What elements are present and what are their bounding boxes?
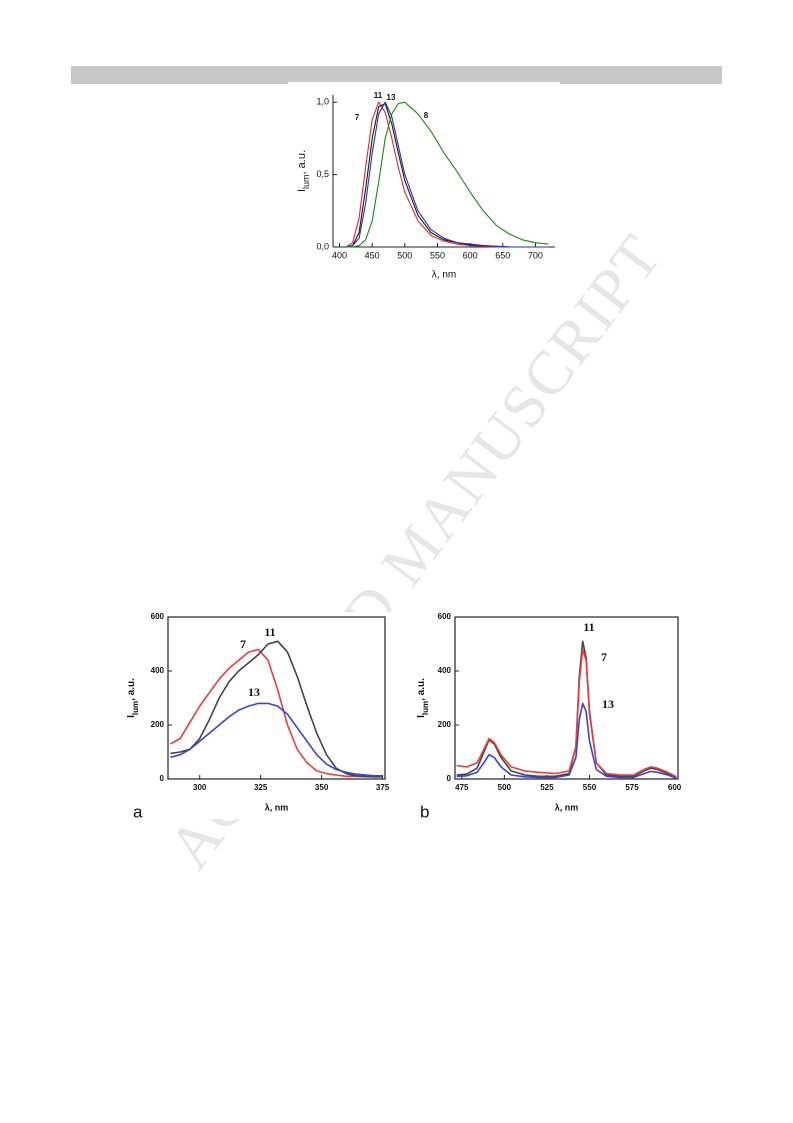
- plot-background: [415, 612, 688, 819]
- series-line: [170, 640, 383, 778]
- curve-label: 7: [355, 113, 360, 122]
- y-tick-label: 400: [151, 666, 165, 675]
- x-tick-label: 325: [254, 783, 268, 792]
- x-tick-label: 550: [583, 783, 597, 792]
- series-line: [345, 101, 549, 248]
- x-tick-label: 600: [463, 250, 478, 260]
- x-tick-label: 600: [668, 783, 682, 792]
- x-tick-label: 500: [498, 783, 512, 792]
- x-tick-label: 375: [376, 783, 390, 792]
- x-axis-label: λ, nm: [555, 802, 579, 812]
- y-axis-label-main: I: [126, 715, 137, 718]
- y-axis-label: Ilum, a.u.: [126, 678, 140, 718]
- curve-label: 13: [602, 697, 614, 711]
- x-tick-label: 350: [315, 783, 329, 792]
- curve-label: 8: [424, 111, 429, 120]
- series-line: [456, 648, 677, 778]
- series-line: [456, 702, 677, 779]
- panel-label: b: [420, 802, 429, 821]
- plot-frame: [167, 616, 386, 780]
- y-tick-label: 400: [438, 666, 452, 675]
- curve-label: 11: [264, 625, 275, 639]
- y-axis-label-suffix: , a.u.: [296, 150, 308, 174]
- x-tick-label: 450: [365, 250, 380, 260]
- y-tick-label: 200: [151, 720, 165, 729]
- plot-background: [128, 612, 395, 819]
- x-tick-label: 500: [397, 250, 412, 260]
- series-line: [170, 648, 383, 778]
- x-axis-label: λ, nm: [265, 802, 289, 812]
- curve-label: 13: [387, 93, 396, 102]
- y-tick-label: 600: [438, 612, 452, 621]
- series-line: [345, 101, 549, 248]
- x-axis-label: λ, nm: [432, 270, 456, 281]
- panel-label: a: [133, 802, 143, 821]
- y-axis-label-sub: lum: [421, 701, 430, 715]
- y-tick-label: 1,0: [316, 97, 329, 107]
- y-axis-label-main: I: [416, 715, 427, 718]
- y-tick-label: 200: [438, 720, 452, 729]
- curve-label: 13: [248, 685, 260, 699]
- y-axis-label-suffix: , a.u.: [126, 678, 137, 701]
- y-tick-label: 0,0: [316, 241, 329, 251]
- x-tick-label: 525: [540, 783, 554, 792]
- x-tick-label: 550: [430, 250, 445, 260]
- series-line: [170, 702, 383, 777]
- curve-label: 7: [601, 650, 607, 664]
- y-axis-label-suffix: , a.u.: [416, 678, 427, 701]
- curve-label: 7: [240, 637, 246, 651]
- y-axis-label-main: I: [296, 189, 308, 192]
- y-axis-label: Ilum, a.u.: [296, 150, 311, 192]
- y-axis-label-sub: lum: [301, 174, 311, 189]
- curve-label: 11: [583, 620, 594, 634]
- header-bar: [71, 66, 722, 84]
- x-tick-label: 400: [332, 250, 347, 260]
- plot-frame: [454, 616, 679, 780]
- y-axis-label: Ilum, a.u.: [416, 678, 430, 718]
- x-tick-label: 300: [193, 783, 207, 792]
- curve-label: 11: [374, 91, 383, 100]
- series-line: [346, 101, 549, 248]
- y-tick-label: 600: [151, 612, 165, 621]
- x-tick-label: 575: [625, 783, 639, 792]
- y-tick-label: 0: [447, 774, 452, 783]
- x-tick-label: 650: [495, 250, 510, 260]
- y-axis-label-sub: lum: [131, 701, 140, 715]
- y-tick-label: 0,5: [316, 169, 329, 179]
- x-tick-label: 475: [455, 783, 469, 792]
- y-tick-label: 0: [160, 774, 165, 783]
- header-gap: [288, 82, 560, 86]
- x-tick-label: 700: [528, 250, 543, 260]
